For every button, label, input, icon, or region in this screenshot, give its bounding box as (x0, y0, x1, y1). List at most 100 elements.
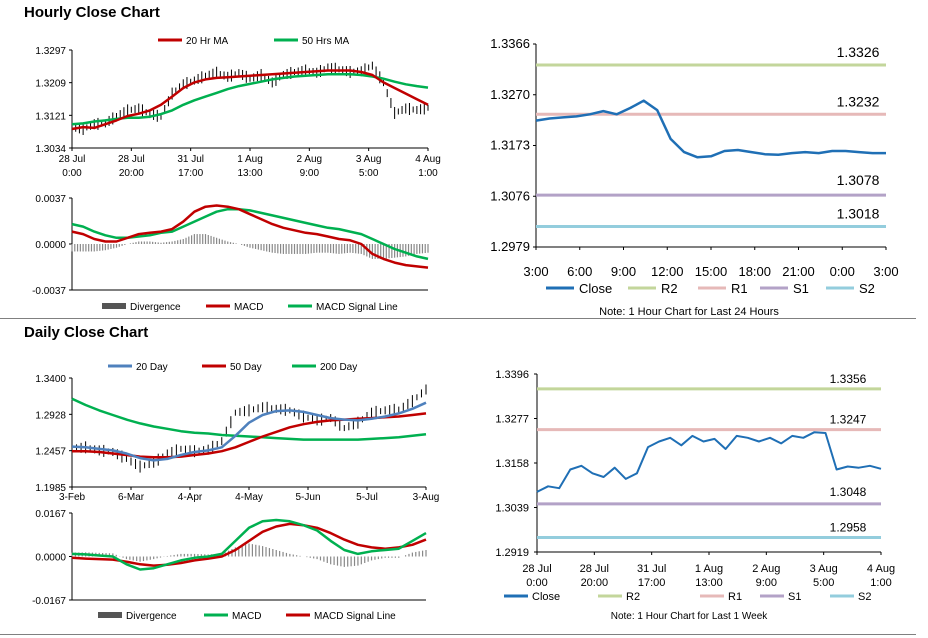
hourly24-xtick-label: 12:00 (651, 264, 684, 279)
week-xtick-label: 17:00 (638, 577, 666, 589)
week-legend-label: Close (532, 591, 560, 603)
hourly24-legend-label: S2 (859, 281, 875, 296)
hourly-legend-signal-label: MACD Signal Line (316, 302, 398, 313)
hourly-legend-20hr-label: 20 Hr MA (186, 36, 229, 47)
daily-legend-macd-label: MACD (232, 611, 261, 622)
week-xtick-label: 31 Jul (637, 563, 666, 575)
week-ytick-label: 1.3277 (495, 414, 529, 426)
hourly24-legend-label: R2 (661, 281, 678, 296)
daily-price-xtick-label: 3-Feb (59, 492, 86, 503)
hourly-price-ytick-label: 1.3209 (35, 79, 66, 90)
week-xtick-label: 28 Jul (580, 563, 609, 575)
daily-macd-signal-line (71, 522, 427, 567)
daily-legend-divergence-swatch (98, 612, 122, 618)
daily-price-ytick-label: 1.3400 (35, 374, 66, 385)
hourly24-level-label-s1: 1.3078 (837, 172, 880, 188)
week-level-label-s1: 1.3048 (830, 485, 867, 499)
daily-price-xtick-label: 4-Apr (178, 492, 203, 503)
daily-macd-ytick-label: 0.0000 (35, 553, 66, 564)
hourly24-close-line (535, 99, 886, 159)
hourly24-xtick-label: 3:00 (523, 264, 548, 279)
hourly-price-xtick-label: 4 Aug (415, 154, 441, 165)
week-level-label-r1: 1.3247 (830, 413, 867, 427)
hourly-50hr-ma-line (71, 72, 429, 126)
hourly24-ytick-label: 1.3076 (490, 188, 530, 203)
daily-price-xtick-label: 6-Mar (118, 492, 145, 503)
hourly-price-xtick-label: 28 Jul (118, 154, 145, 165)
week-xtick-label: 4 Aug (867, 563, 895, 575)
week-close-line (536, 431, 882, 493)
hourly24-ytick-label: 1.2979 (490, 239, 530, 254)
hourly-price-xtick-label: 1:00 (418, 168, 438, 179)
hourly24-xtick-label: 3:00 (873, 264, 898, 279)
hourly24-xtick-label: 21:00 (782, 264, 815, 279)
hourly24-xtick-label: 6:00 (567, 264, 592, 279)
hourly-legend-divergence-label: Divergence (130, 302, 181, 313)
daily-legend-signal-label: MACD Signal Line (314, 611, 396, 622)
hourly24-level-label-r2: 1.3326 (837, 44, 880, 60)
hourly24-note: Note: 1 Hour Chart for Last 24 Hours (599, 306, 779, 318)
week-legend-label: R1 (728, 591, 742, 603)
daily-macd-line (71, 518, 427, 571)
week-xtick-label: 20:00 (581, 577, 609, 589)
hourly24-level-label-r1: 1.3232 (837, 93, 880, 109)
week-ytick-label: 1.3158 (495, 458, 529, 470)
hourly-price-xtick-label: 17:00 (178, 168, 203, 179)
hourly-macd-ytick-label: 0.0037 (35, 194, 66, 205)
daily-price-xtick-label: 3-Aug (413, 492, 440, 503)
week-legend-label: S1 (788, 591, 801, 603)
week-note: Note: 1 Hour Chart for Last 1 Week (611, 611, 769, 622)
hourly-section-title: Hourly Close Chart (24, 4, 160, 21)
daily-price-ytick-label: 1.1985 (35, 483, 66, 494)
week-ytick-label: 1.2919 (495, 547, 529, 559)
hourly-price-ytick-label: 1.3034 (35, 144, 66, 155)
hourly-price-xtick-label: 1 Aug (237, 154, 263, 165)
daily-price-xtick-label: 5-Jul (356, 492, 378, 503)
hourly24-ytick-label: 1.3366 (490, 36, 530, 51)
hourly24-xtick-label: 9:00 (611, 264, 636, 279)
hourly-price-xtick-label: 3 Aug (356, 154, 382, 165)
daily-macd-ytick-label: -0.0167 (32, 596, 66, 607)
daily-legend-200day-label: 200 Day (320, 362, 357, 373)
hourly-price-ytick-label: 1.3297 (35, 46, 66, 57)
daily-legend-50day-label: 50 Day (230, 362, 262, 373)
hourly-legend-macd-label: MACD (234, 302, 263, 313)
week-xtick-label: 9:00 (756, 577, 777, 589)
daily-price-xtick-label: 4-May (235, 492, 263, 503)
daily-legend-20day-label: 20 Day (136, 362, 168, 373)
daily-200day-line (71, 397, 427, 441)
hourly-20hr-ma-line (71, 69, 429, 131)
daily-price-xtick-label: 5-Jun (295, 492, 320, 503)
week-legend-label: S2 (858, 591, 871, 603)
hourly-price-xtick-label: 20:00 (119, 168, 144, 179)
week-xtick-label: 5:00 (813, 577, 834, 589)
hourly-price-xtick-label: 31 Jul (177, 154, 204, 165)
daily-price-ytick-label: 1.2928 (35, 410, 66, 421)
week-xtick-label: 2 Aug (752, 563, 780, 575)
week-xtick-label: 3 Aug (810, 563, 838, 575)
week-level-label-r2: 1.3356 (830, 372, 867, 386)
hourly-macd-ytick-label: -0.0037 (32, 286, 66, 297)
hourly24-legend-label: R1 (731, 281, 748, 296)
hourly24-xtick-label: 15:00 (695, 264, 728, 279)
section-divider (0, 318, 916, 319)
hourly-macd-line (71, 204, 429, 269)
week-xtick-label: 0:00 (526, 577, 547, 589)
hourly-legend-divergence-swatch (102, 303, 126, 309)
daily-legend-divergence-label: Divergence (126, 611, 177, 622)
hourly-price-xtick-label: 2 Aug (297, 154, 323, 165)
hourly-price-xtick-label: 0:00 (62, 168, 82, 179)
hourly24-ytick-label: 1.3173 (490, 138, 530, 153)
hourly-price-xtick-label: 5:00 (359, 168, 379, 179)
daily-price-ytick-label: 1.2457 (35, 447, 66, 458)
hourly24-xtick-label: 18:00 (738, 264, 771, 279)
hourly24-level-label-s2: 1.3018 (837, 206, 880, 222)
hourly-price-xtick-label: 13:00 (237, 168, 262, 179)
hourly-price-xtick-label: 9:00 (300, 168, 320, 179)
week-xtick-label: 1:00 (870, 577, 891, 589)
bottom-divider (0, 634, 916, 635)
hourly-price-xtick-label: 28 Jul (59, 154, 86, 165)
week-xtick-label: 13:00 (695, 577, 723, 589)
hourly24-legend-label: S1 (793, 281, 809, 296)
